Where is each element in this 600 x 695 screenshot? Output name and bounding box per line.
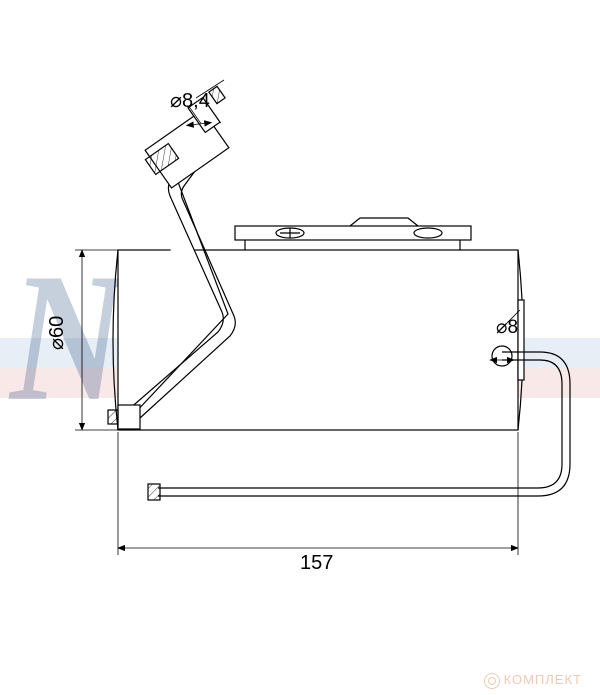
dim-label-bottom-len: 157 <box>300 552 333 575</box>
footer-logo-text: КОМПЛЕКТ <box>504 672 582 687</box>
dim-label-top-dia: ⌀8,4 <box>170 88 210 113</box>
dim-label-side-dia: ⌀60 <box>44 316 69 350</box>
diagram-canvas: Nissens® <box>0 0 600 695</box>
footer-logo: КОМПЛЕКТ <box>484 672 582 689</box>
footer-logo-icon <box>484 673 500 689</box>
dim-label-right-dia: ⌀8 <box>496 316 518 339</box>
technical-drawing-svg <box>0 0 600 695</box>
